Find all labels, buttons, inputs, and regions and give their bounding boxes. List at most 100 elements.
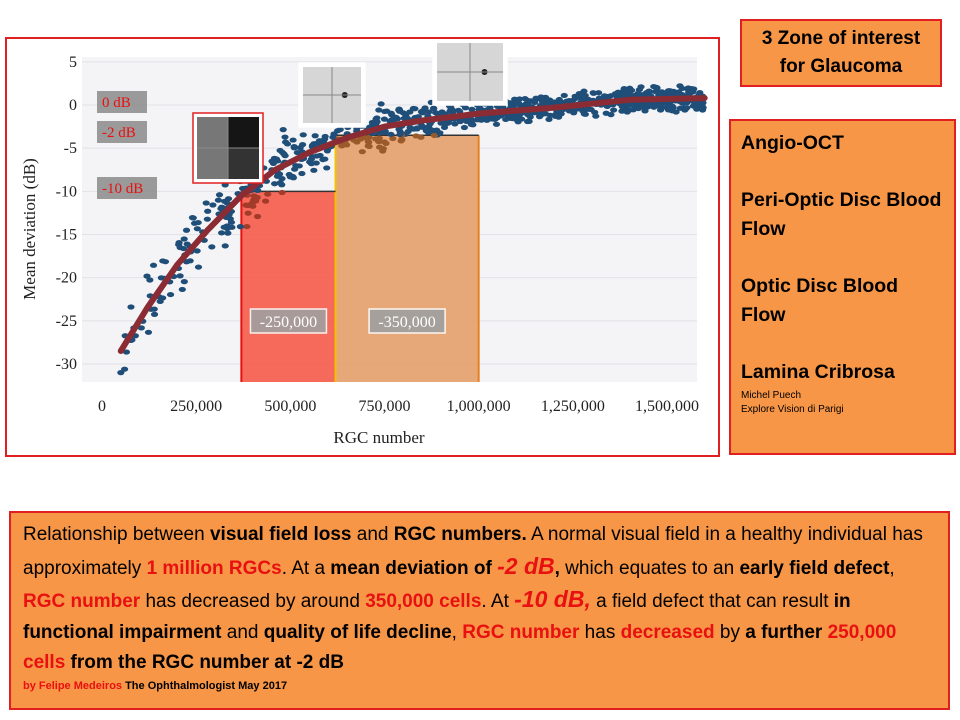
side-author: Michel Puech [741,390,802,401]
data-point [539,100,547,106]
data-point [227,219,236,225]
data-point [223,223,231,229]
zone-label-box [249,308,328,334]
data-point [674,91,682,97]
caption-segment: 250,000 cells [23,621,897,674]
caption-segment: , [554,557,560,579]
data-point [685,89,693,95]
data-point [523,97,531,103]
data-point [358,149,366,155]
caption-segment: 1 million RGCs [146,557,282,579]
source-publication: The Ophthalmologist May 2017 [122,679,288,692]
data-point [194,264,203,270]
data-point [204,208,212,214]
data-point [626,85,634,91]
data-point [253,213,262,220]
data-point [387,131,395,137]
zone-label-box [368,308,446,334]
caption-segment: Relationship between [23,524,210,545]
data-point [492,121,501,127]
data-point [180,236,188,242]
y-tick-label: -10 [56,183,77,200]
technique-optic-disc: Optic Disc Blood Flow [741,275,899,326]
data-point [159,258,167,264]
data-point [321,156,329,162]
x-tick-label: 1,000,000 [447,398,511,415]
caption-segment: decreased [620,621,715,643]
db-label: -2 dB [102,125,136,141]
data-point [289,137,297,143]
data-point [375,107,383,113]
data-point [323,165,331,171]
x-tick-label: 250,000 [170,398,222,415]
data-point [334,128,342,134]
x-tick-label: 0 [98,398,106,415]
data-point [157,275,165,281]
data-point [630,102,638,108]
side-clinic: Explore Vision di Parigi [741,404,844,415]
db-label-box [97,121,147,143]
data-point [425,109,433,115]
x-tick-label: 1,500,000 [635,398,699,415]
thumbnail-defect [228,117,259,148]
data-point [456,118,464,125]
data-point [591,109,599,115]
data-point [221,243,229,249]
db-label-box [97,177,157,199]
data-point [122,349,131,355]
data-point [224,230,232,236]
zone-label: -350,000 [378,314,435,331]
data-point [554,98,563,104]
data-point [321,133,329,140]
data-point [421,105,429,111]
data-point [279,127,287,133]
chart-frame: 0 dB -2 dB -10 dB -250,000 -350,000 0 250,000 5… [5,37,720,457]
data-point [571,93,579,99]
caption-paragraph: Relationship between visual field loss a… [23,520,936,679]
data-point [610,107,618,113]
data-point [166,291,175,298]
caption-segment: and [221,621,264,643]
data-point [511,96,519,102]
data-point [364,139,372,145]
caption-segment: early field defect [739,557,890,579]
caption-box: Relationship between visual field loss a… [9,511,950,710]
data-point [404,128,412,135]
data-point [311,133,319,139]
data-point [656,107,665,113]
data-point [286,174,295,180]
technique-peri-optic-disc: Peri-Optic Disc Blood Flow [741,189,942,240]
data-point [551,113,559,119]
data-point [451,121,459,127]
techniques-box: Angio-OCT Peri-Optic Disc Blood Flow Opt… [729,119,956,455]
data-point [664,90,672,97]
data-point [580,108,588,114]
data-point [307,156,315,162]
data-point [278,189,286,196]
data-point [377,101,385,107]
caption-segment: which equates to an [559,557,740,579]
data-point [329,134,337,140]
caption-segment: has decreased by around [140,591,366,612]
data-point [436,130,444,136]
data-point [180,279,188,285]
data-point [268,158,276,164]
y-tick-label: -5 [64,140,77,157]
y-axis-label: Mean deviation (dB) [20,158,39,300]
data-point [417,109,426,115]
data-point [242,202,250,208]
data-point [296,145,304,151]
data-point [620,86,628,92]
data-point [607,112,615,118]
data-point [430,132,438,139]
data-point [447,104,455,110]
data-point [502,116,510,123]
data-point [218,230,226,236]
caption-segment: visual field loss [209,524,352,545]
data-point [417,134,425,140]
data-point [389,135,397,142]
caption-segment: -10 dB, [514,586,591,612]
data-point [381,108,389,115]
data-point [310,167,318,173]
data-point [275,171,284,177]
